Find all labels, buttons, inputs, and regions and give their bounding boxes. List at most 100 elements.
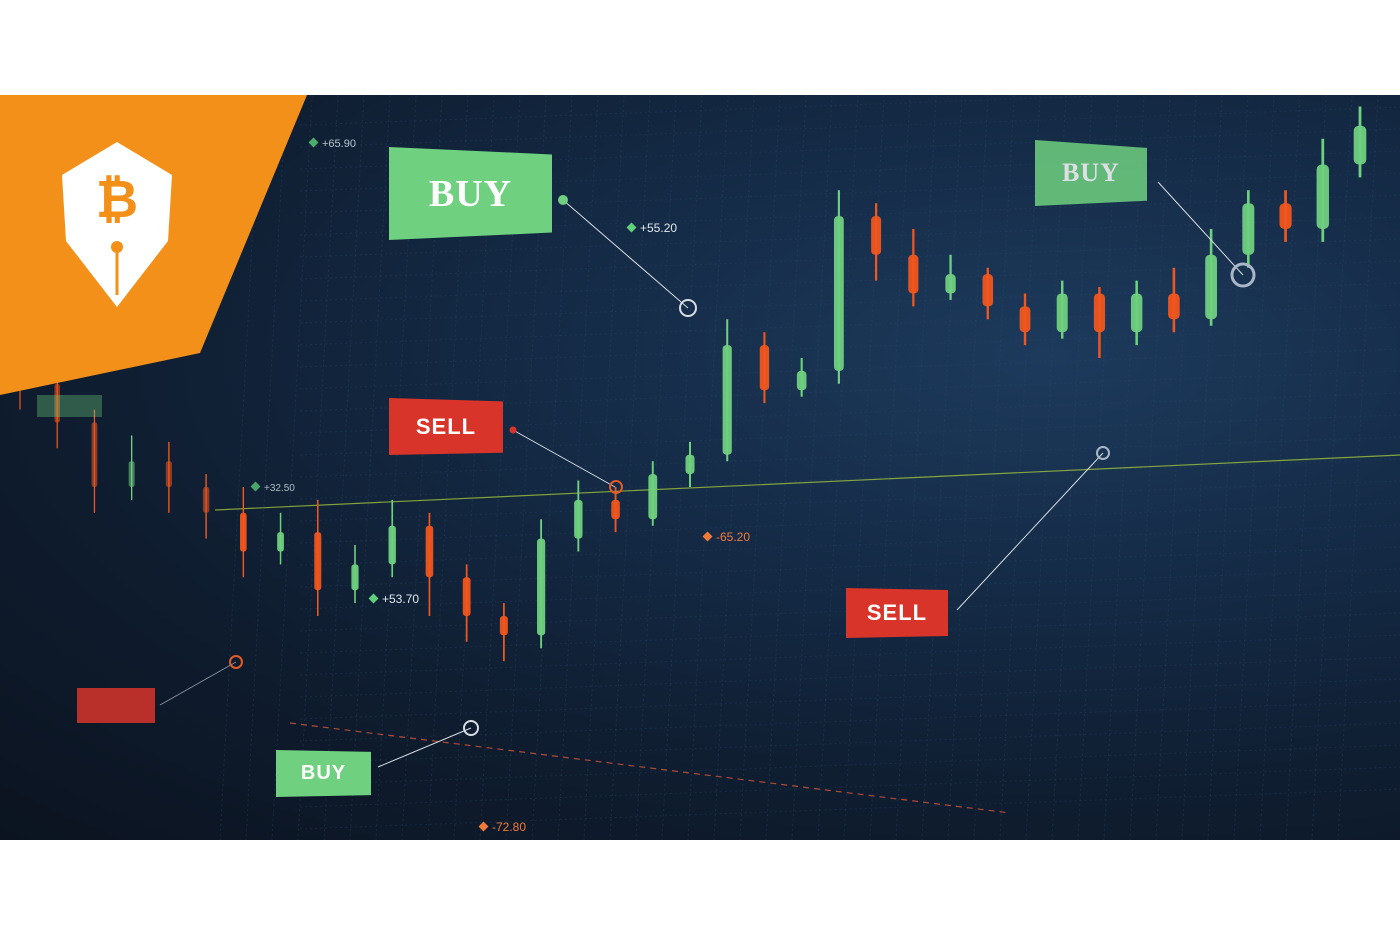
dot-buy-top [558,195,568,205]
marker-buy-top [679,299,697,317]
candle-up [1205,254,1218,320]
svg-text:₿: ₿ [96,170,138,230]
candle-up [1056,293,1068,333]
grid-line [895,95,937,840]
grid-line [299,216,1400,258]
candle-down [165,461,172,487]
value-label-4: +53.70 [368,592,419,606]
candle-down [759,345,770,391]
candle-down [1279,203,1292,229]
signal-connectors [37,181,1256,768]
connector-sell-right [956,452,1104,611]
buy-signal-top: BUY [389,147,552,240]
value-label-5: -65.20 [702,530,750,544]
grid-line [299,128,1400,170]
value-label-1: +65.90 [308,137,356,150]
grid-line [1103,95,1145,840]
grid-line [557,95,599,840]
grid-line [791,95,833,840]
grid-line [323,95,365,840]
candle-down [202,487,210,513]
candle-down [908,254,919,294]
grid-line [999,95,1041,840]
grid-line [713,95,755,840]
blurred-buy-tag [37,395,102,417]
candle-down [240,512,247,552]
candle-down [425,525,434,578]
connector-buy-far [1157,181,1244,276]
grid-line [299,326,1400,368]
candle-up [648,474,658,520]
grid-line [299,502,1400,544]
grid-line [1337,95,1379,840]
grid-line [299,766,1400,808]
grid-line [299,370,1400,412]
grid-line [1259,95,1301,840]
grid-line [1285,95,1327,840]
candle-down [499,616,508,636]
candle-up [277,532,284,552]
grid-line [299,700,1400,742]
marker-sell-mid [609,480,623,494]
candle-up [574,499,583,539]
marker-blurred-left [229,655,243,669]
candle-up [388,525,396,565]
grid-line [299,480,1400,522]
candle-up [722,345,732,455]
grid-line [1181,95,1223,840]
grid-line [299,260,1400,302]
candle-down [91,422,98,487]
candle-up [1316,164,1329,229]
buy-signal-bottom: BUY [276,750,371,797]
sell-signal-mid: SELL [389,398,503,455]
sell-signal-right: SELL [846,588,948,638]
marker-buy-bottom [463,720,479,736]
candle-up [796,370,807,391]
grid-line [299,172,1400,214]
value-label-6: -72.80 [478,820,526,834]
candle-up [945,274,956,294]
grid-line [635,95,677,840]
grid-line [765,95,807,840]
grid-line [843,95,885,840]
grid-line [531,95,573,840]
candle-up [1353,125,1367,165]
grid-line [299,524,1400,566]
grid-line [1051,95,1093,840]
grid-line [219,95,261,840]
grid-line [973,95,1015,840]
grid-line [299,634,1400,676]
bitcoin-pen-icon: ₿ [62,142,172,307]
candle-up [537,538,546,636]
grid-line [297,95,339,840]
grid-line [1025,95,1067,840]
grid-line [505,95,547,840]
grid-line [299,304,1400,346]
grid-line [299,414,1400,456]
blurred-sell-tag [77,688,155,723]
grid-line [1077,95,1119,840]
candle-up [128,461,135,487]
grid-line [299,194,1400,236]
grid-line [299,722,1400,764]
connector-buy-bottom [377,727,472,768]
candle-down [54,383,61,423]
grid-line [661,95,703,840]
grid-line [299,546,1400,588]
value-label-3: +32.50 [250,481,295,494]
candle-down [314,532,322,591]
candle-down [1019,306,1031,333]
grid-line [349,95,391,840]
grid-line [609,95,651,840]
grid-line [479,95,521,840]
grid-line [583,95,625,840]
grid-line [299,95,1139,126]
candle-down [1168,293,1180,320]
grid-line [375,95,417,840]
grid-line [299,458,1400,500]
candle-down [871,216,882,255]
marker-buy-far [1230,262,1256,288]
grid-line [299,744,1400,786]
grid-line [1207,95,1249,840]
candle-down [982,274,994,307]
